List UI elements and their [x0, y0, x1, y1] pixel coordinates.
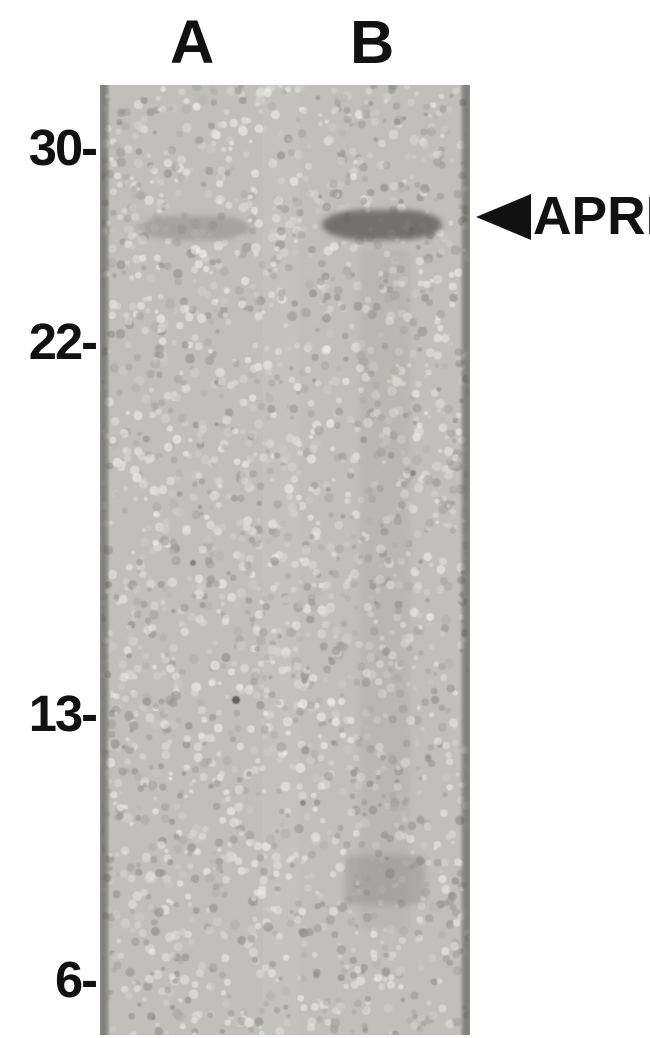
mw-marker-value: 22	[29, 313, 81, 370]
mw-marker-22: 22-	[29, 312, 96, 371]
band-lane-a	[140, 216, 250, 240]
mw-marker-value: 6	[55, 951, 81, 1008]
speck	[300, 800, 306, 806]
band-pointer: APRIL	[476, 190, 650, 243]
mw-marker-6: 6-	[55, 950, 96, 1009]
speck	[410, 470, 416, 476]
speck	[232, 696, 240, 704]
lane-label-a: A	[170, 6, 214, 77]
lane-label-b: B	[350, 6, 394, 77]
mw-marker-dash: -	[81, 951, 96, 1008]
mw-marker-dash: -	[81, 119, 96, 176]
mw-marker-value: 13	[29, 685, 81, 742]
band-lane-b	[322, 210, 442, 240]
arrow-icon	[476, 194, 531, 240]
lane-b-streak	[360, 250, 410, 930]
speck	[190, 560, 196, 566]
mw-marker-value: 30	[29, 119, 81, 176]
mw-marker-13: 13-	[29, 684, 96, 743]
western-blot-figure: A B 30- 22- 13- 6- APRIL	[0, 0, 650, 1038]
lane-b-bottom-smudge	[345, 855, 425, 905]
mw-marker-30: 30-	[29, 118, 96, 177]
mw-marker-dash: -	[81, 685, 96, 742]
band-label: APRIL	[533, 190, 650, 243]
mw-marker-dash: -	[81, 313, 96, 370]
